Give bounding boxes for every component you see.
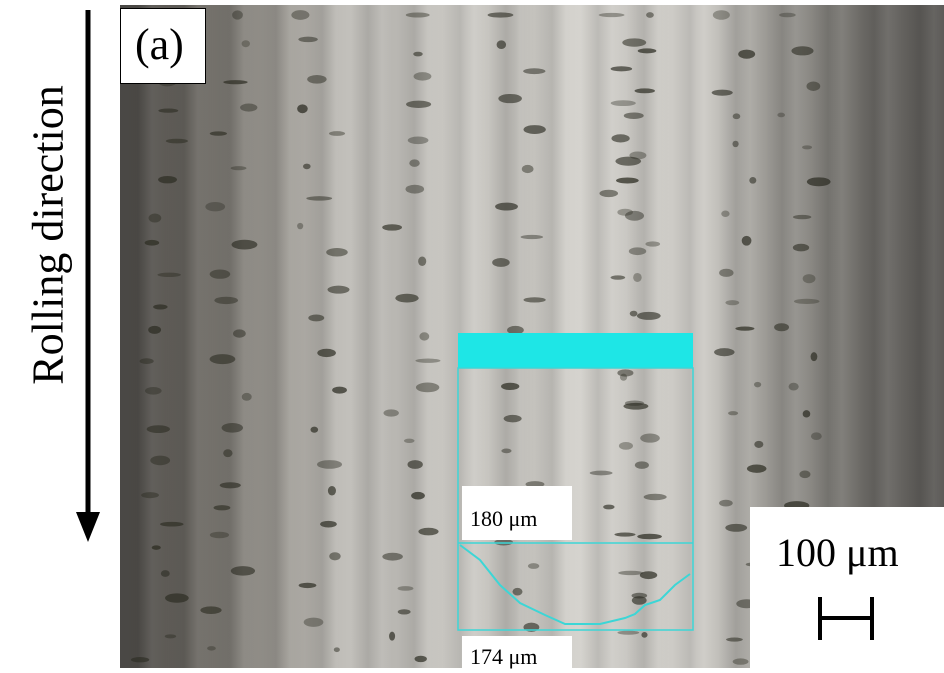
profile-header [458,333,693,368]
figure: (a) Rolling direction 180 μm 174 μm 100 … [0,0,944,673]
profile-frame [458,368,693,630]
direction-arrow-head [76,512,100,542]
profile-curve [460,545,690,624]
overlay [0,0,944,673]
